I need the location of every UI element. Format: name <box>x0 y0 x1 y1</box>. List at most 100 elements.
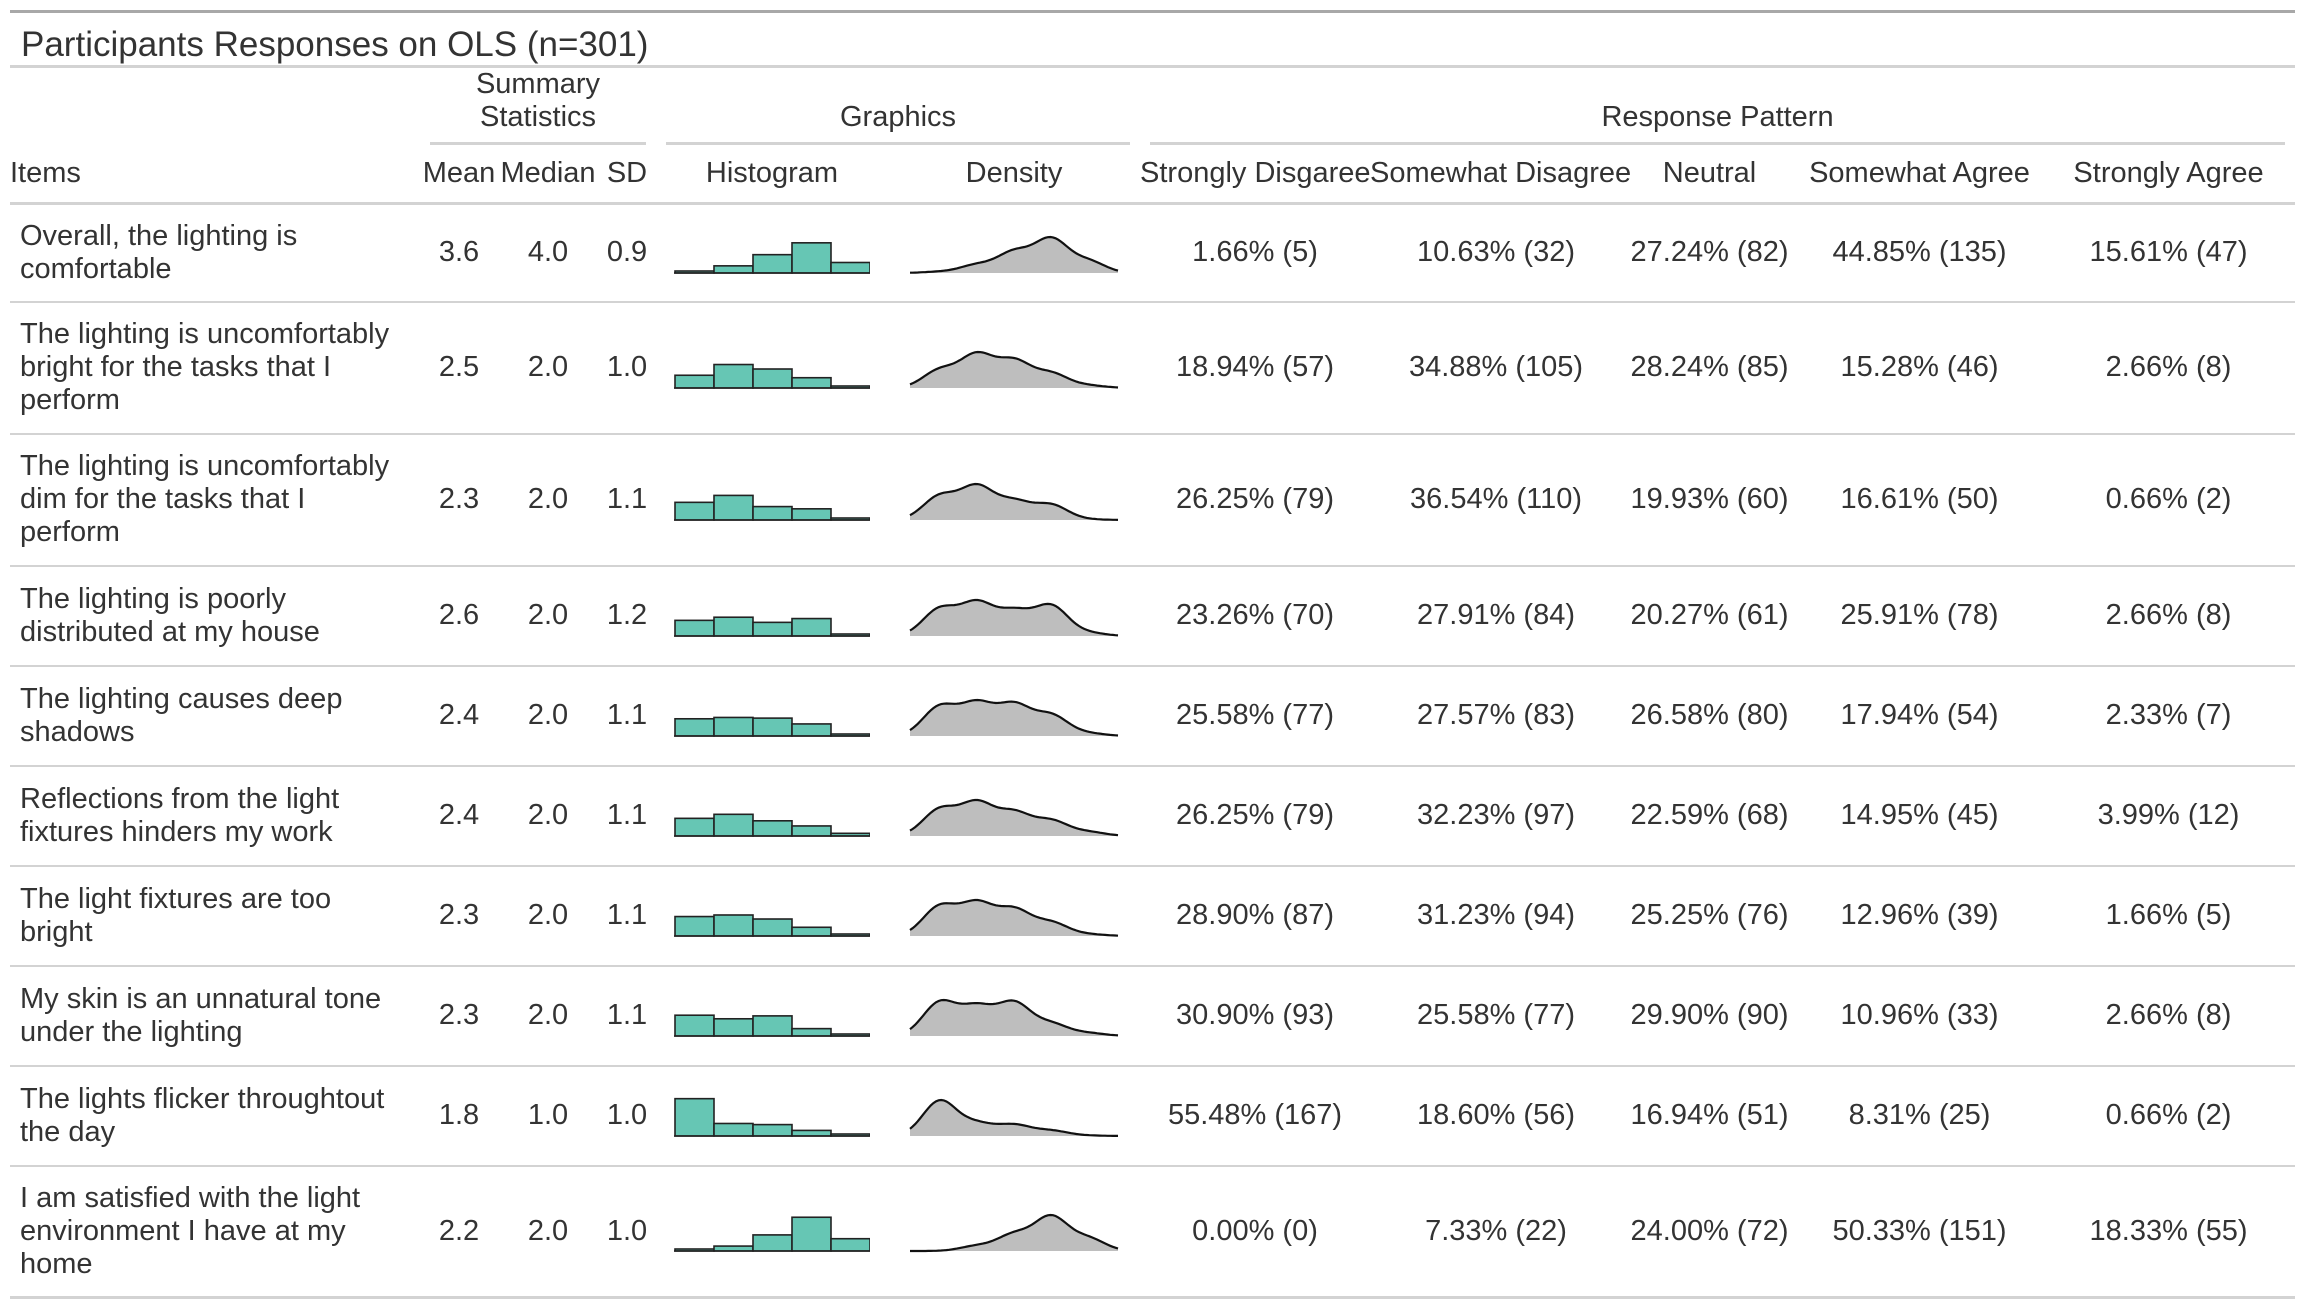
histogram-bar <box>752 621 793 637</box>
col-neutral: Neutral <box>1622 145 1798 205</box>
response-somewhat-disagree: 7.33% (22) <box>1370 1165 1623 1299</box>
histogram-bar <box>791 1129 832 1137</box>
stat-mean: 2.3 <box>420 965 498 1067</box>
stat-sd: 1.1 <box>598 965 656 1067</box>
histogram-bar <box>791 617 832 637</box>
response-somewhat-agree: 12.96% (39) <box>1797 865 2043 967</box>
response-neutral: 26.58% (80) <box>1622 665 1798 767</box>
stat-median: 2.0 <box>498 865 598 967</box>
response-strongly-agree: 3.99% (12) <box>2042 765 2296 867</box>
response-somewhat-disagree: 27.91% (84) <box>1370 565 1623 667</box>
response-somewhat-disagree: 27.57% (83) <box>1370 665 1623 767</box>
histogram-bar <box>674 915 715 937</box>
density-chart <box>910 235 1119 274</box>
col-histogram: Histogram <box>656 145 888 205</box>
spanner-summary-label: Summary Statistics <box>430 68 646 145</box>
histogram-chart <box>674 813 870 837</box>
stat-median: 2.0 <box>498 433 598 567</box>
responses-table: Summary Statistics Graphics Response Pat… <box>10 65 2296 1299</box>
spanner-summary: Summary Statistics <box>420 65 656 145</box>
response-strongly-agree: 1.66% (5) <box>2042 865 2296 967</box>
stat-mean: 2.4 <box>420 765 498 867</box>
column-header-row: Items Mean Median SD Histogram Density S… <box>10 145 2296 205</box>
density-area <box>910 699 1118 736</box>
stat-sd: 1.0 <box>598 301 656 435</box>
histogram-cell <box>656 965 888 1067</box>
response-strongly-agree: 15.61% (47) <box>2042 203 2296 303</box>
histogram-bar <box>752 917 793 937</box>
density-area <box>910 236 1118 273</box>
spanner-graphics: Graphics <box>656 65 1141 145</box>
density-line <box>909 798 1119 836</box>
histogram-bar <box>674 501 715 521</box>
response-somewhat-agree: 14.95% (45) <box>1797 765 2043 867</box>
histogram-bar <box>713 363 754 389</box>
histogram-cell <box>656 203 888 303</box>
histogram-bar <box>752 505 793 521</box>
density-chart <box>909 598 1119 636</box>
response-neutral: 20.27% (61) <box>1622 565 1798 667</box>
stat-mean: 2.3 <box>420 865 498 967</box>
density-area <box>910 1099 1118 1136</box>
item-label: Overall, the lighting is comfortable <box>10 203 420 303</box>
density-area <box>910 1215 1118 1252</box>
stat-sd: 1.1 <box>598 765 656 867</box>
histogram-bar <box>674 717 715 737</box>
col-density: Density <box>888 145 1141 205</box>
histogram-cell <box>656 433 888 567</box>
histogram-bar <box>752 253 793 274</box>
response-neutral: 22.59% (68) <box>1622 765 1798 867</box>
density-chart <box>909 898 1119 937</box>
response-strongly-disagree: 30.90% (93) <box>1140 965 1371 1067</box>
stat-mean: 2.5 <box>420 301 498 435</box>
response-somewhat-disagree: 34.88% (105) <box>1370 301 1623 435</box>
stat-median: 2.0 <box>498 565 598 667</box>
response-somewhat-disagree: 18.60% (56) <box>1370 1065 1623 1167</box>
stat-sd: 0.9 <box>598 203 656 303</box>
density-chart <box>909 698 1119 737</box>
spanner-graphics-label: Graphics <box>666 101 1131 145</box>
response-strongly-agree: 2.66% (8) <box>2042 301 2296 435</box>
response-strongly-agree: 0.66% (2) <box>2042 1065 2296 1167</box>
histogram-bar <box>752 1123 793 1137</box>
histogram-cell <box>656 765 888 867</box>
top-rule <box>10 10 2295 13</box>
item-label: The lighting is poorly distributed at my… <box>10 565 420 667</box>
response-strongly-agree: 0.66% (2) <box>2042 433 2296 567</box>
response-neutral: 25.25% (76) <box>1622 865 1798 967</box>
histogram-bar <box>713 1122 754 1137</box>
stat-median: 2.0 <box>498 665 598 767</box>
stat-median: 2.0 <box>498 965 598 1067</box>
table-row: The lighting causes deep shadows 2.4 2.0 1.… <box>10 665 2296 767</box>
stat-median: 2.0 <box>498 301 598 435</box>
stat-sd: 1.1 <box>598 665 656 767</box>
item-label: The lighting causes deep shadows <box>10 665 420 767</box>
histogram-bar <box>791 507 832 521</box>
response-strongly-agree: 2.66% (8) <box>2042 965 2296 1067</box>
histogram-chart <box>674 363 870 389</box>
histogram-bar <box>713 264 754 274</box>
density-line <box>909 350 1119 389</box>
stat-mean: 2.4 <box>420 665 498 767</box>
table-row: Reflections from the light fixtures hind… <box>10 765 2296 867</box>
density-line <box>909 898 1119 937</box>
stat-median: 2.0 <box>498 765 598 867</box>
response-strongly-agree: 2.33% (7) <box>2042 665 2296 767</box>
density-chart <box>909 798 1119 836</box>
response-strongly-disagree: 26.25% (79) <box>1140 433 1371 567</box>
histogram-bar <box>752 819 793 837</box>
table-row: The lights flicker throughtout the day 1.… <box>10 1065 2296 1167</box>
col-strongly-agree: Strongly Agree <box>2042 145 2296 205</box>
col-mean: Mean <box>420 145 498 205</box>
item-label: My skin is an unnatural tone under the l… <box>10 965 420 1067</box>
response-neutral: 19.93% (60) <box>1622 433 1798 567</box>
histogram-bar <box>752 716 793 737</box>
response-somewhat-disagree: 31.23% (94) <box>1370 865 1623 967</box>
density-cell <box>888 565 1141 667</box>
table-row: I am satisfied with the light environmen… <box>10 1165 2296 1299</box>
spanner-row: Summary Statistics Graphics Response Pat… <box>10 65 2296 145</box>
col-median: Median <box>498 145 598 205</box>
density-line <box>909 598 1119 636</box>
item-label: Reflections from the light fixtures hind… <box>10 765 420 867</box>
stat-sd: 1.0 <box>598 1065 656 1167</box>
